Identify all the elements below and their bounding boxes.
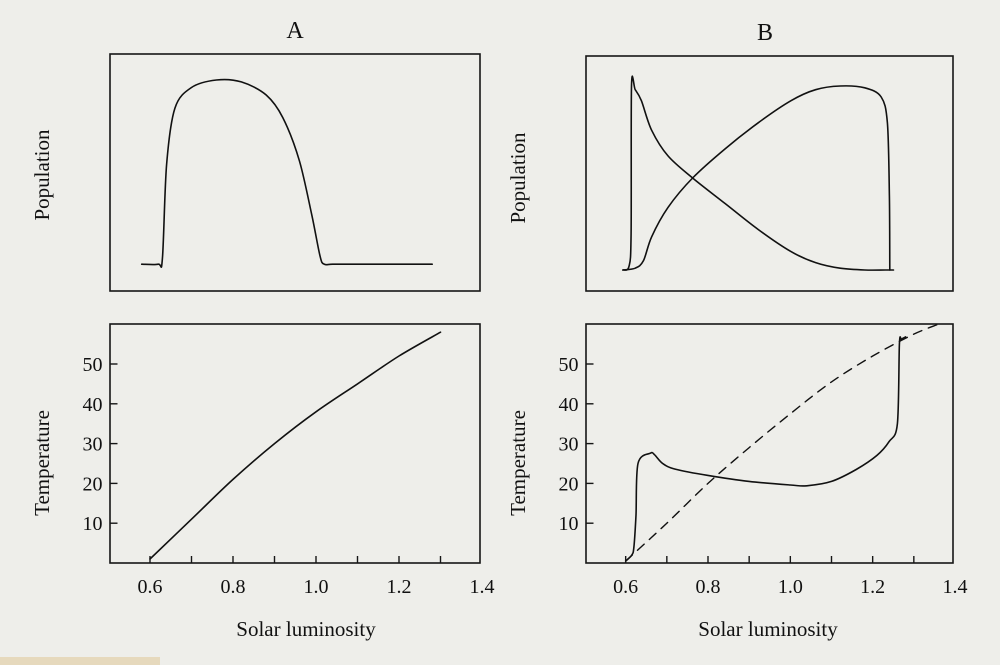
x-tick-label-A-temperature: 1.0 [304,576,329,598]
series-line-B-temperature-temperature-with-daisies [624,336,907,562]
x-tick-label-B-temperature: 1.2 [860,576,885,598]
y-tick-label-B-temperature: 30 [559,434,579,456]
y-tick-label-A-temperature: 20 [83,473,103,495]
x-tick-label-A-temperature: 1.2 [387,576,412,598]
y-axis-label-a-temperature: Temperature [30,410,54,516]
x-tick-label-B-temperature: 1.4 [943,576,968,598]
panel-title-b: B [757,20,773,46]
y-axis-label-a-population: Population [30,129,54,221]
y-tick-label-B-temperature: 40 [559,394,579,416]
y-axis-label-b-temperature: Temperature [506,410,530,516]
y-axis-label-b-population: Population [506,132,530,224]
series-line-B-temperature-temperature-without-daisies [625,323,940,562]
x-tick-label-A-temperature: 0.6 [138,576,163,598]
y-tick-label-A-temperature: 30 [83,434,103,456]
panel-title-a: A [286,18,304,44]
series-line-B-population-population-rising [622,85,891,271]
series-line-B-population-population-falling [622,75,895,271]
plot-frame-a-temperature [109,323,481,564]
x-axis-label-a: Solar luminosity [236,617,376,641]
series-line-A-population-population [140,78,433,268]
y-tick-label-A-temperature: 10 [83,513,103,535]
y-tick-label-A-temperature: 50 [83,354,103,376]
series-line-A-temperature-temperature [149,331,442,560]
plot-frame-b-temperature [585,323,954,564]
plot-frame-b-population [585,55,954,292]
x-tick-label-B-temperature: 0.8 [696,576,721,598]
x-tick-label-B-temperature: 0.6 [613,576,638,598]
x-tick-label-B-temperature: 1.0 [778,576,803,598]
y-tick-label-B-temperature: 50 [559,354,579,376]
y-tick-label-B-temperature: 10 [559,513,579,535]
y-tick-label-B-temperature: 20 [559,473,579,495]
y-tick-label-A-temperature: 40 [83,394,103,416]
x-tick-label-A-temperature: 0.8 [221,576,246,598]
plot-frame-a-population [109,53,481,292]
x-axis-label-b: Solar luminosity [698,617,838,641]
x-tick-label-A-temperature: 1.4 [470,576,495,598]
page-edge-strip [0,657,160,665]
